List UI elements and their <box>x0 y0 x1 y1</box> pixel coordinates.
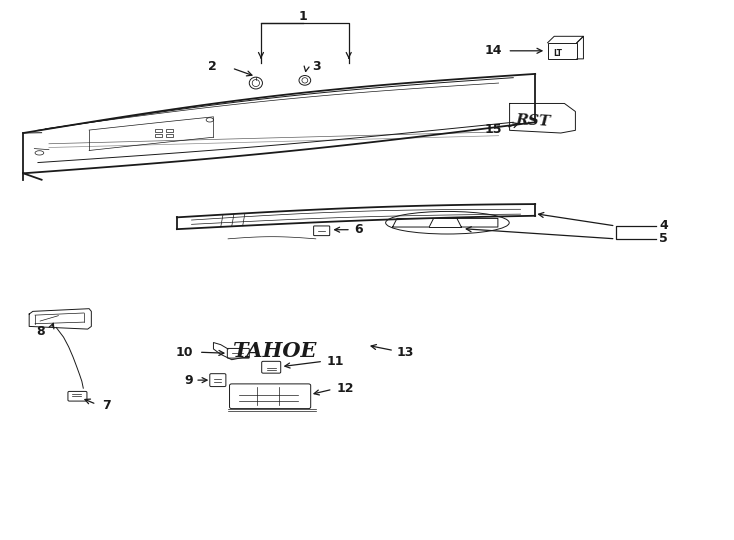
FancyBboxPatch shape <box>262 361 280 373</box>
FancyBboxPatch shape <box>228 348 250 358</box>
Text: 2: 2 <box>208 60 217 73</box>
Text: TAHOE: TAHOE <box>232 341 316 361</box>
Text: 14: 14 <box>484 44 502 57</box>
Text: 13: 13 <box>396 346 414 359</box>
Text: 10: 10 <box>175 346 193 359</box>
Bar <box>155 133 162 137</box>
Text: LT: LT <box>553 49 562 58</box>
FancyBboxPatch shape <box>210 374 226 387</box>
Text: RST: RST <box>515 113 551 129</box>
FancyBboxPatch shape <box>548 43 577 59</box>
FancyBboxPatch shape <box>230 384 310 409</box>
Text: 3: 3 <box>312 60 321 73</box>
FancyBboxPatch shape <box>313 226 330 235</box>
FancyBboxPatch shape <box>68 392 87 401</box>
Text: 5: 5 <box>659 232 668 245</box>
Bar <box>166 133 173 137</box>
Bar <box>155 129 162 132</box>
Text: 15: 15 <box>484 123 502 136</box>
Text: 12: 12 <box>336 382 354 395</box>
Bar <box>166 129 173 132</box>
Text: 6: 6 <box>354 223 363 236</box>
Text: 1: 1 <box>299 10 308 23</box>
Text: 8: 8 <box>37 325 46 338</box>
Text: 9: 9 <box>184 374 193 387</box>
Text: 11: 11 <box>327 355 344 368</box>
Text: 7: 7 <box>102 399 111 412</box>
Text: 4: 4 <box>659 219 668 232</box>
